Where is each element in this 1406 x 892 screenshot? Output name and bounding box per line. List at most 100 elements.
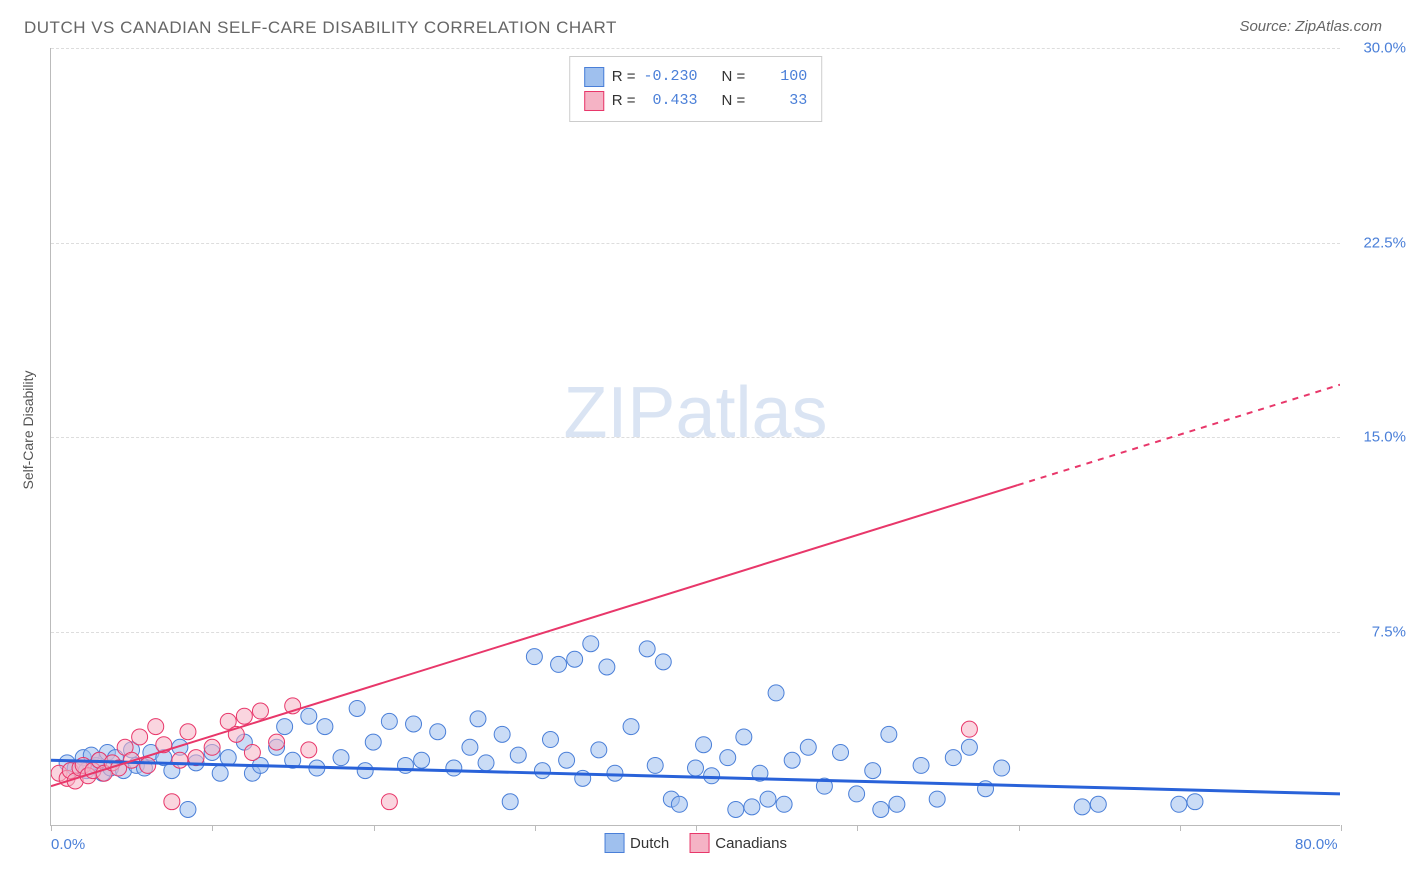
y-tick-label: 15.0% — [1346, 429, 1406, 446]
data-point — [744, 799, 760, 815]
data-point — [542, 732, 558, 748]
data-point — [639, 641, 655, 657]
y-tick-label: 22.5% — [1346, 234, 1406, 251]
data-point — [381, 713, 397, 729]
data-point — [800, 739, 816, 755]
data-point — [317, 719, 333, 735]
data-point — [671, 796, 687, 812]
x-tick — [212, 825, 213, 831]
data-point — [494, 726, 510, 742]
data-point — [961, 739, 977, 755]
data-point — [728, 801, 744, 817]
legend-swatch-bottom-dutch — [604, 833, 624, 853]
data-point — [357, 763, 373, 779]
data-point — [148, 719, 164, 735]
data-point — [301, 708, 317, 724]
data-point — [583, 636, 599, 652]
data-point — [961, 721, 977, 737]
x-tick — [1341, 825, 1342, 831]
data-point — [647, 757, 663, 773]
data-point — [784, 752, 800, 768]
data-point — [881, 726, 897, 742]
legend-label-dutch: Dutch — [630, 835, 669, 852]
x-tick — [1019, 825, 1020, 831]
data-point — [172, 752, 188, 768]
x-tick-label: 80.0% — [1295, 836, 1338, 853]
legend-row-canadians: R = 0.433 N = 33 — [584, 89, 808, 113]
data-point — [381, 794, 397, 810]
data-point — [591, 742, 607, 758]
data-point — [913, 757, 929, 773]
data-point — [655, 654, 671, 670]
chart-header: DUTCH VS CANADIAN SELF-CARE DISABILITY C… — [0, 0, 1406, 38]
data-point — [277, 719, 293, 735]
chart-source: Source: ZipAtlas.com — [1239, 18, 1382, 35]
data-point — [510, 747, 526, 763]
data-point — [470, 711, 486, 727]
data-point — [301, 742, 317, 758]
data-point — [849, 786, 865, 802]
data-point — [559, 752, 575, 768]
data-point — [414, 752, 430, 768]
x-tick — [1180, 825, 1181, 831]
data-point — [696, 737, 712, 753]
data-point — [180, 724, 196, 740]
legend-r-dutch: -0.230 — [643, 65, 697, 89]
legend-r-canadians: 0.433 — [643, 89, 697, 113]
data-point — [534, 763, 550, 779]
data-point — [994, 760, 1010, 776]
data-point — [333, 750, 349, 766]
x-tick-label: 0.0% — [51, 836, 85, 853]
x-tick — [535, 825, 536, 831]
chart-title: DUTCH VS CANADIAN SELF-CARE DISABILITY C… — [24, 18, 617, 38]
data-point — [1171, 796, 1187, 812]
data-point — [132, 729, 148, 745]
data-point — [688, 760, 704, 776]
data-point — [269, 734, 285, 750]
legend-swatch-bottom-canadians — [689, 833, 709, 853]
chart-container: ZIPatlas R = -0.230 N = 100 R = 0.433 N … — [50, 48, 1340, 826]
data-point — [164, 794, 180, 810]
data-point — [865, 763, 881, 779]
data-point — [889, 796, 905, 812]
data-point — [526, 649, 542, 665]
data-point — [1187, 794, 1203, 810]
data-point — [945, 750, 961, 766]
trend-line — [51, 485, 1018, 786]
data-point — [462, 739, 478, 755]
data-point — [720, 750, 736, 766]
data-point — [833, 744, 849, 760]
y-tick-label: 30.0% — [1346, 40, 1406, 57]
data-point — [1074, 799, 1090, 815]
data-point — [478, 755, 494, 771]
data-point — [204, 739, 220, 755]
legend-r-label: R = — [612, 65, 636, 89]
data-point — [406, 716, 422, 732]
data-point — [446, 760, 462, 776]
x-tick — [51, 825, 52, 831]
data-point — [736, 729, 752, 745]
legend-series: Dutch Canadians — [604, 833, 787, 853]
legend-n-canadians: 33 — [753, 89, 807, 113]
data-point — [252, 703, 268, 719]
plot-area: ZIPatlas R = -0.230 N = 100 R = 0.433 N … — [50, 48, 1340, 826]
data-point — [599, 659, 615, 675]
data-point — [430, 724, 446, 740]
x-tick — [857, 825, 858, 831]
data-point — [776, 796, 792, 812]
data-point — [244, 744, 260, 760]
data-point — [212, 765, 228, 781]
legend-row-dutch: R = -0.230 N = 100 — [584, 65, 808, 89]
data-point — [140, 757, 156, 773]
data-point — [1090, 796, 1106, 812]
data-point — [704, 768, 720, 784]
legend-item-dutch: Dutch — [604, 833, 669, 853]
data-point — [607, 765, 623, 781]
data-point — [236, 708, 252, 724]
legend-swatch-dutch — [584, 67, 604, 87]
legend-n-dutch: 100 — [753, 65, 807, 89]
data-point — [567, 651, 583, 667]
data-point — [760, 791, 776, 807]
legend-label-canadians: Canadians — [715, 835, 787, 852]
trend-line-dashed — [1018, 385, 1340, 485]
